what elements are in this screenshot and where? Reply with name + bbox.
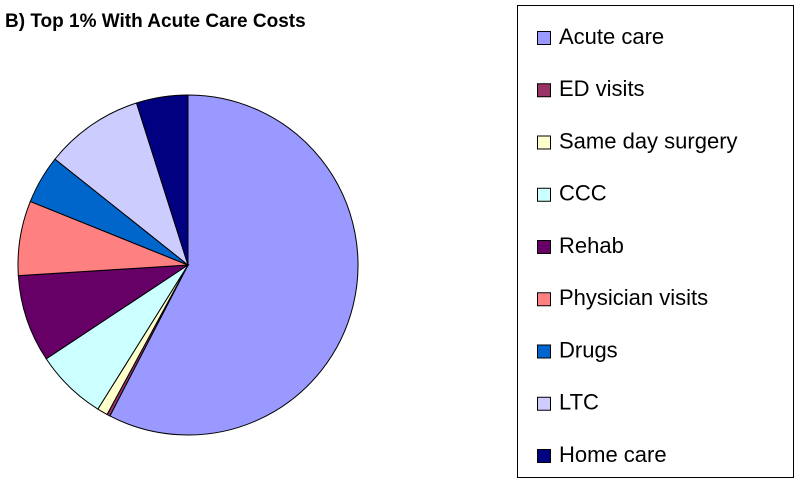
legend-swatch [537, 31, 551, 45]
legend-label: ED visits [559, 76, 645, 101]
legend-swatch [537, 240, 551, 254]
legend-swatch [537, 187, 551, 202]
chart-title: B) Top 1% With Acute Care Costs [5, 11, 306, 32]
legend-swatch [537, 83, 551, 98]
legend-label: Same day surgery [559, 128, 738, 153]
legend-label: Drugs [559, 337, 618, 362]
legend-label: LTC [559, 390, 599, 415]
legend-label: Acute care [559, 24, 664, 49]
legend-swatch [537, 449, 551, 463]
legend-label: CCC [559, 181, 607, 206]
legend-swatch [537, 292, 551, 307]
pie-slice [135, 94, 189, 266]
legend-swatch [537, 135, 551, 150]
legend-label: Rehab [559, 233, 624, 258]
pie-slice [17, 264, 190, 360]
legend-label: Physician visits [559, 285, 708, 310]
legend-box [517, 5, 794, 478]
legend-swatch [537, 396, 551, 411]
pie-slice [109, 94, 359, 436]
legend-label: Home care [559, 442, 667, 467]
pie-slice [54, 102, 189, 267]
legend-swatch [537, 344, 551, 359]
